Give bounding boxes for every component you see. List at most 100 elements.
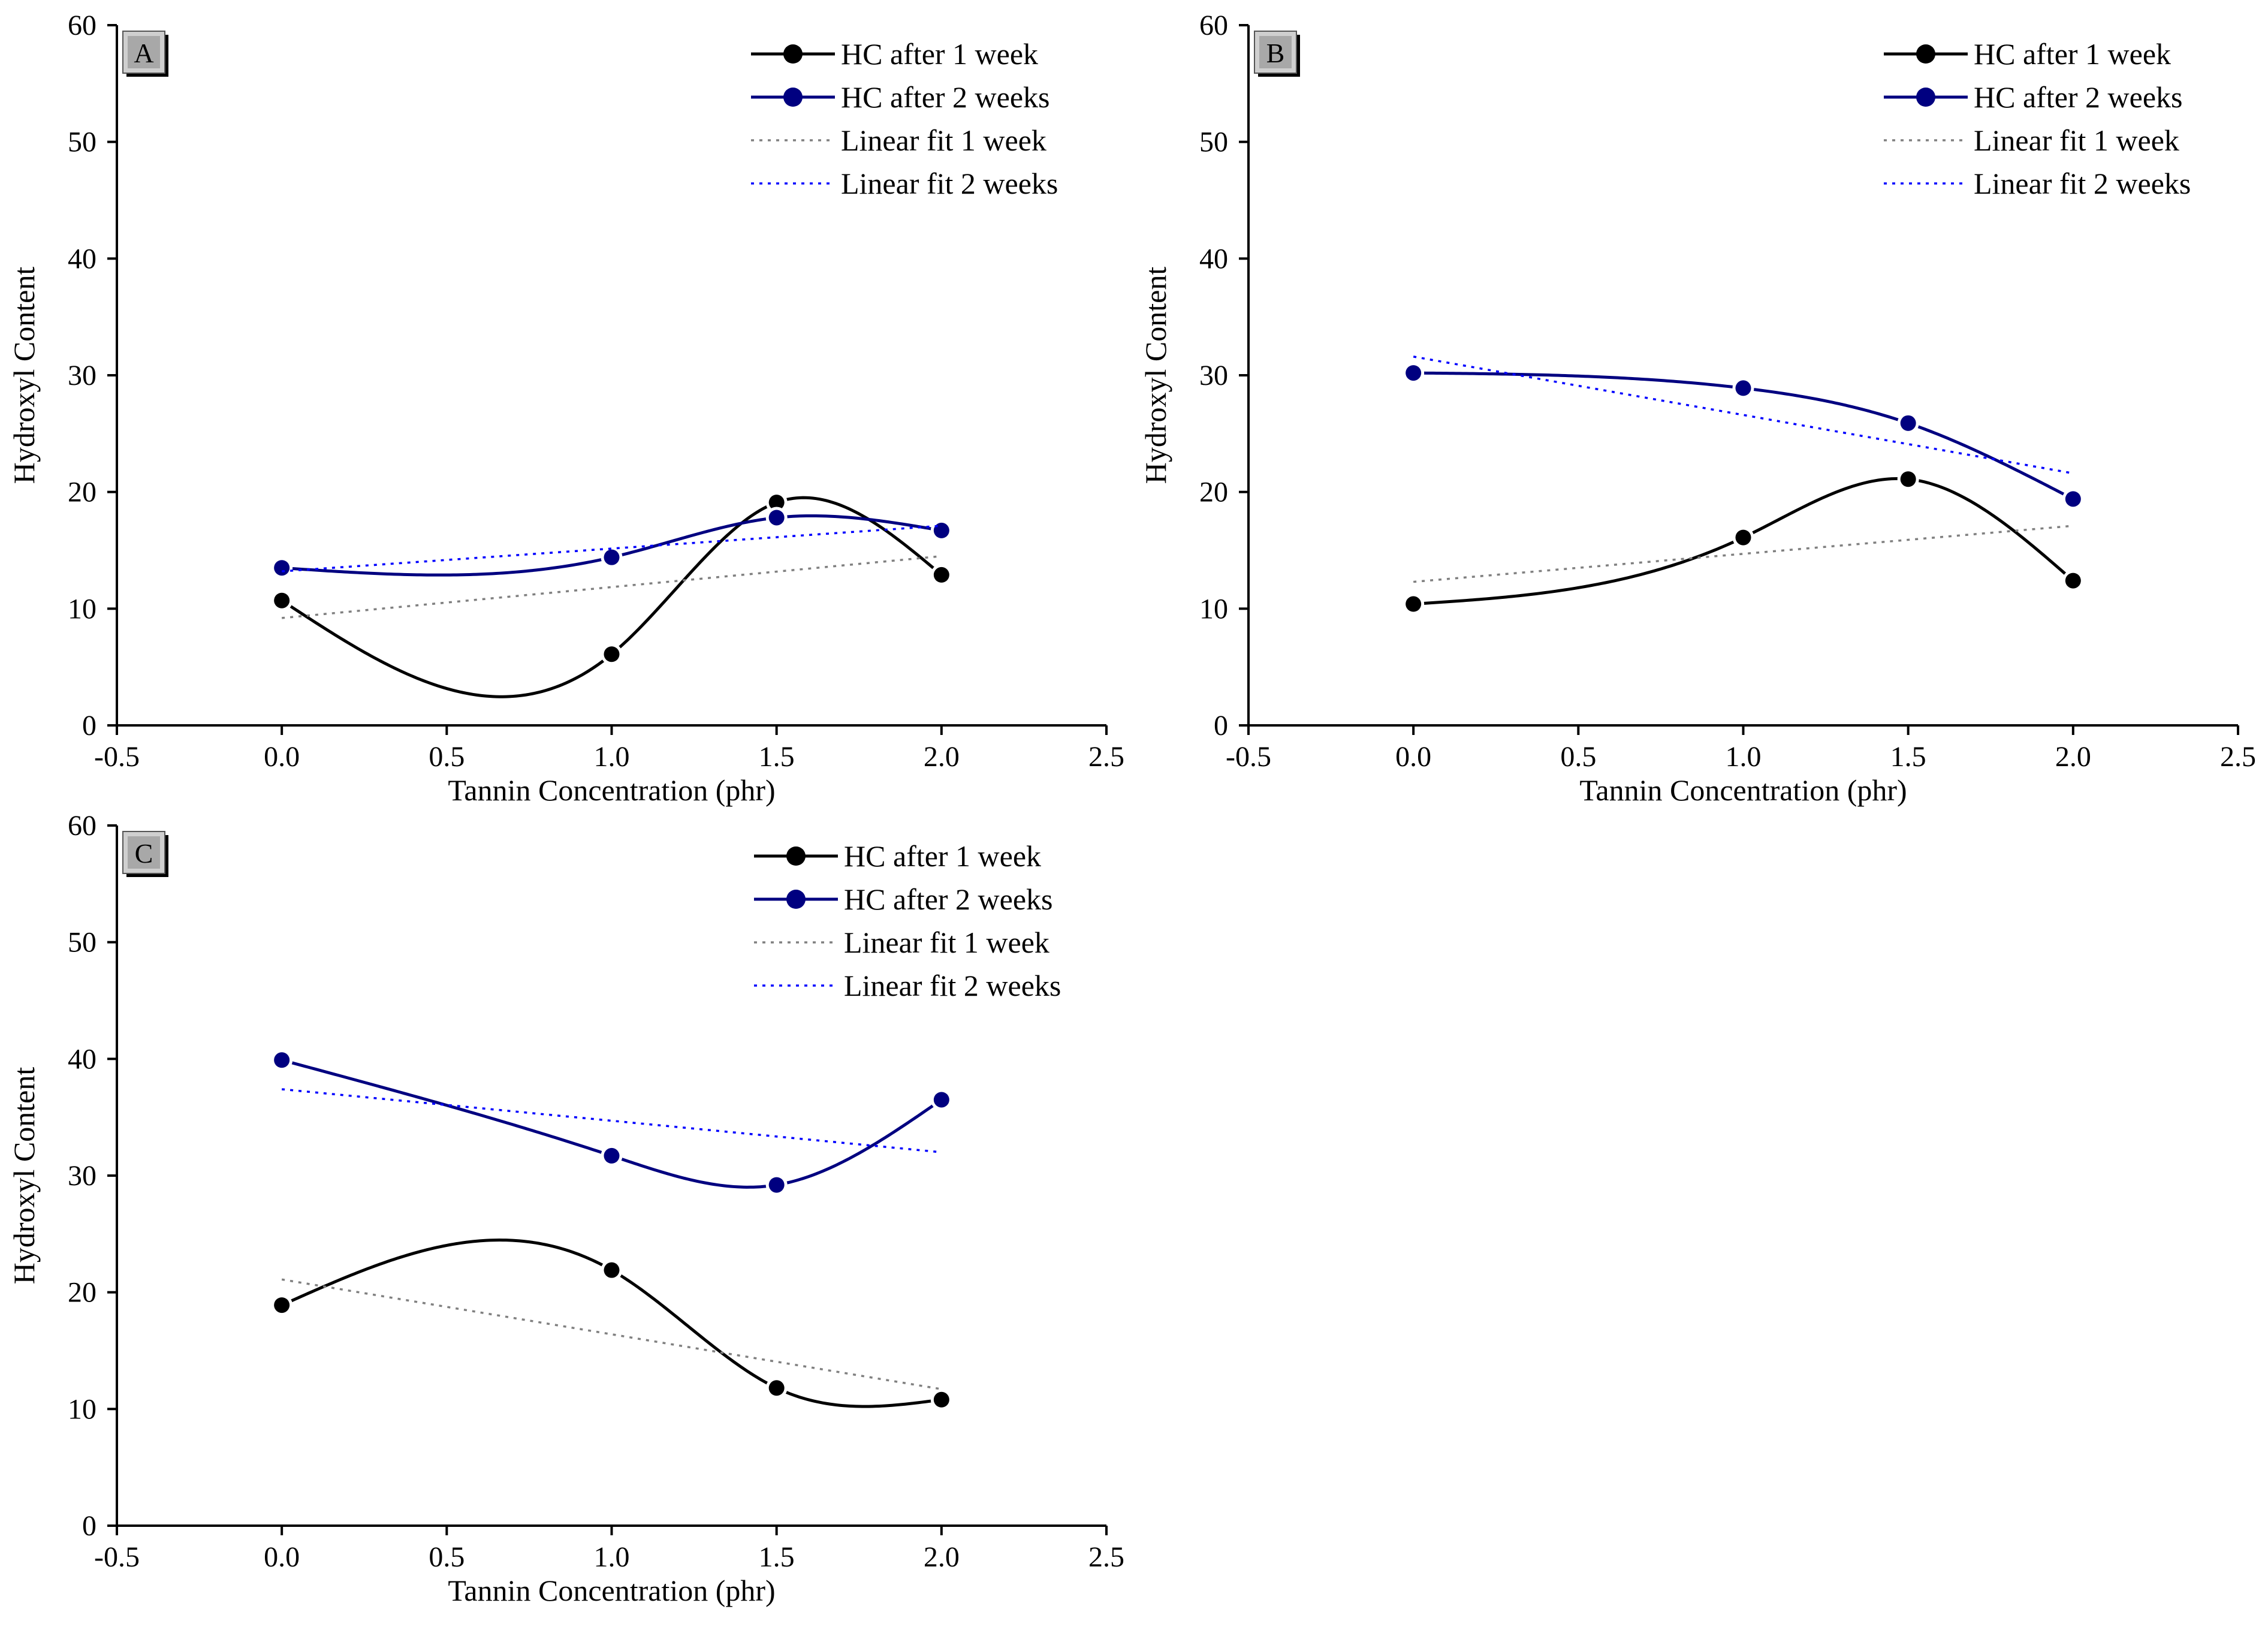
data-point <box>933 1092 949 1108</box>
legend-label: HC after 2 weeks <box>841 80 1050 114</box>
x-tick-label: 0.5 <box>429 741 465 773</box>
x-tick-label: 2.5 <box>1088 741 1124 773</box>
x-tick-label: 1.5 <box>759 741 795 773</box>
panel-b: -0.5 0.0 0.5 1.0 1.5 2.0 2.5 0 10 20 30 40 50 60 Tanni… <box>1139 10 2256 807</box>
legend-label: Linear fit 1 week <box>844 926 1049 959</box>
x-tick-label: 1.5 <box>1890 741 1926 773</box>
y-tick-label: 20 <box>68 1277 96 1309</box>
y-tick-label: 50 <box>68 126 96 158</box>
data-point <box>604 1262 620 1278</box>
linear-fit-line <box>282 555 942 619</box>
y-tick-label: 30 <box>68 1160 96 1192</box>
y-tick-label: 20 <box>1199 477 1228 508</box>
panel-label: A <box>134 38 153 68</box>
legend-key-marker <box>786 846 806 866</box>
y-axis-label: Hydroxyl Content <box>7 1067 41 1285</box>
y-tick-label: 10 <box>68 1393 96 1425</box>
x-tick-label: 2.5 <box>1088 1541 1124 1573</box>
data-point <box>274 1052 290 1068</box>
data-point <box>768 1380 785 1396</box>
x-axis-label: Tannin Concentration (phr) <box>448 773 775 807</box>
legend-key-marker <box>783 44 803 64</box>
y-tick-label: 50 <box>68 927 96 959</box>
legend-label: HC after 1 week <box>1974 37 2171 71</box>
x-tick-label: 0.0 <box>264 741 300 773</box>
linear-fit-line <box>281 1278 942 1390</box>
x-tick-label: 2.5 <box>2220 741 2256 773</box>
legend-key-marker <box>783 88 803 107</box>
data-point <box>933 567 949 583</box>
data-point <box>1735 529 1751 546</box>
legend-label: Linear fit 2 weeks <box>844 969 1061 1002</box>
linear-fit-line <box>282 525 942 573</box>
y-tick-label: 20 <box>68 477 96 508</box>
data-point <box>768 510 785 526</box>
data-point <box>933 522 949 538</box>
legend-label: Linear fit 2 weeks <box>1974 167 2191 200</box>
x-tick-label: 2.0 <box>924 741 960 773</box>
x-tick-label: 1.0 <box>594 741 630 773</box>
panel-badge-inner <box>128 36 160 68</box>
panel-a: -0.5 0.0 0.5 1.0 1.5 2.0 2.5 0 10 20 30 40 50 60 Tanni… <box>7 10 1124 807</box>
y-tick-label: 60 <box>68 10 96 41</box>
y-axis-label: Hydroxyl Content <box>1139 267 1172 484</box>
legend-label: HC after 2 weeks <box>844 882 1053 916</box>
y-tick-label: 40 <box>1199 243 1228 275</box>
legend-key-marker <box>786 890 806 909</box>
legend-label: HC after 1 week <box>844 839 1041 873</box>
data-point <box>1735 380 1751 396</box>
legend-label: Linear fit 2 weeks <box>841 167 1058 200</box>
x-tick-label: 1.5 <box>759 1541 795 1573</box>
y-tick-label: 30 <box>68 360 96 391</box>
data-point <box>1900 471 1916 487</box>
data-point <box>274 1297 290 1313</box>
data-point <box>768 1177 785 1193</box>
linear-fit-line <box>282 1088 942 1153</box>
x-tick-label: 2.0 <box>2055 741 2091 773</box>
y-tick-label: 0 <box>82 710 96 742</box>
x-tick-label: 1.0 <box>594 1541 630 1573</box>
data-point <box>1900 415 1916 431</box>
x-axis-label: Tannin Concentration (phr) <box>1579 773 1907 807</box>
y-tick-label: 40 <box>68 243 96 275</box>
data-point <box>274 560 290 576</box>
data-point <box>768 495 785 511</box>
legend-label: Linear fit 1 week <box>841 123 1046 157</box>
legend-key-marker <box>1916 88 1935 107</box>
panel-badge-inner <box>1259 36 1292 68</box>
linear-fit-line <box>1413 355 2074 475</box>
y-tick-label: 30 <box>1199 360 1228 391</box>
y-tick-label: 0 <box>82 1510 96 1542</box>
y-tick-label: 10 <box>1199 593 1228 625</box>
y-tick-label: 10 <box>68 593 96 625</box>
y-tick-label: 40 <box>68 1043 96 1075</box>
y-tick-label: 0 <box>1214 710 1228 742</box>
data-point <box>604 549 620 565</box>
x-tick-label: 0.5 <box>1560 741 1596 773</box>
panel-c: -0.5 0.0 0.5 1.0 1.5 2.0 2.5 0 10 20 30 40 50 60 Tanni… <box>7 810 1124 1607</box>
panel-badge-inner <box>128 836 160 869</box>
series-line <box>281 1058 943 1189</box>
x-tick-label: -0.5 <box>94 1541 140 1573</box>
x-tick-label: 0.5 <box>429 1541 465 1573</box>
legend-label: HC after 1 week <box>841 37 1038 71</box>
x-tick-label: 0.0 <box>1395 741 1431 773</box>
data-point <box>1406 596 1422 612</box>
data-point <box>933 1391 949 1408</box>
linear-fit-line <box>1413 525 2073 583</box>
legend-key-marker <box>1916 44 1935 64</box>
y-tick-label: 50 <box>1199 126 1228 158</box>
data-point <box>1406 365 1422 381</box>
x-tick-label: 1.0 <box>1726 741 1762 773</box>
data-point <box>2065 491 2081 507</box>
y-tick-label: 60 <box>68 810 96 842</box>
x-tick-label: -0.5 <box>94 741 140 773</box>
data-point <box>604 646 620 662</box>
y-tick-label: 60 <box>1199 10 1228 41</box>
x-axis-label: Tannin Concentration (phr) <box>448 1574 775 1607</box>
y-axis-label: Hydroxyl Content <box>7 267 41 484</box>
series-line <box>281 496 943 698</box>
legend-label: HC after 2 weeks <box>1974 80 2183 114</box>
